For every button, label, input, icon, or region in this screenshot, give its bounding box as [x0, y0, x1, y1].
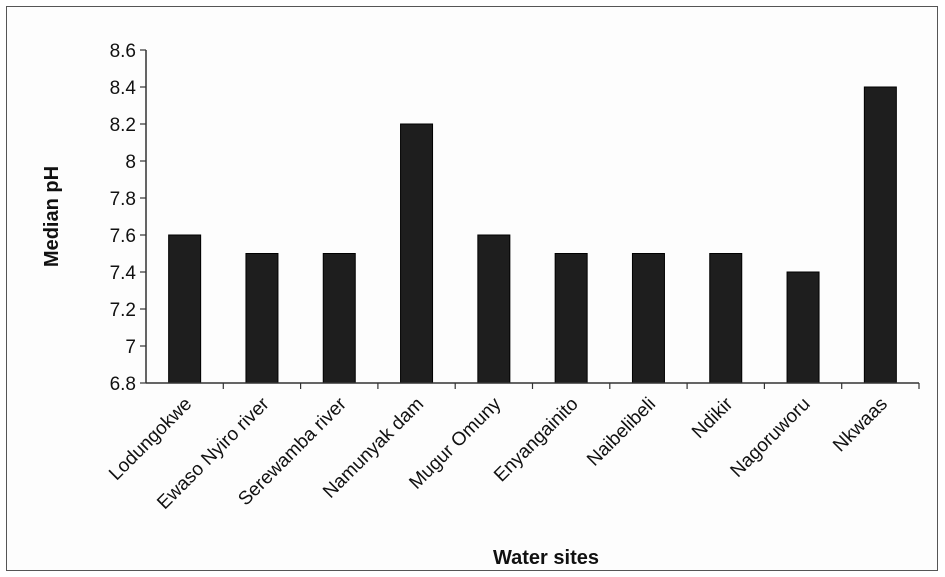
y-tick-label: 8.2 — [110, 115, 136, 136]
bar-serewamba-river — [322, 253, 356, 384]
y-axis-ticks: 6.8 7 7.2 7.4 7.6 7.8 8 8.2 8.4 8.6 — [110, 41, 146, 395]
bar-lodungokwe — [168, 234, 202, 384]
bar-ndikir — [709, 253, 743, 384]
y-tick-label: 7.4 — [110, 263, 137, 284]
y-tick-label: 8.6 — [110, 41, 136, 62]
x-tick-label: Nkwaas — [829, 394, 892, 457]
bar-mugur-omuny — [477, 234, 511, 384]
y-tick-label: 8 — [125, 152, 136, 173]
y-tick-label: 7.2 — [110, 300, 136, 321]
bar-enyangainito — [554, 253, 588, 384]
bars — [168, 86, 897, 384]
chart-frame — [6, 6, 938, 571]
x-tick-label: Nagoruworu — [727, 394, 815, 482]
y-axis-title: Median pH — [41, 166, 63, 267]
y-tick-label: 7.6 — [110, 226, 136, 247]
bar-nkwaas — [863, 86, 897, 384]
y-tick-label: 6.8 — [110, 374, 136, 395]
bar-ewaso-nyiro-river — [245, 253, 279, 384]
bar-namunyak-dam — [400, 123, 434, 384]
bar-naibelibeli — [631, 253, 665, 384]
y-tick-label: 7 — [125, 337, 136, 358]
y-tick-label: 8.4 — [110, 78, 137, 99]
x-tick-label: Naibelibeli — [583, 394, 660, 471]
bar-nagoruworu — [786, 271, 820, 384]
x-tick-label: Ndikir — [688, 393, 738, 443]
y-tick-label: 7.8 — [110, 189, 136, 210]
x-axis-title: Water sites — [493, 547, 599, 569]
